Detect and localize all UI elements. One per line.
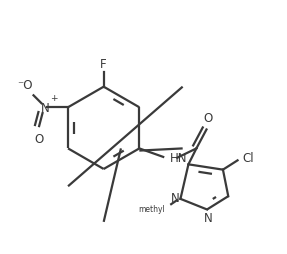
Text: methyl: methyl	[138, 204, 164, 213]
Text: O: O	[204, 111, 213, 124]
Text: +: +	[50, 94, 58, 103]
Text: N: N	[40, 101, 49, 114]
Text: F: F	[100, 58, 107, 71]
Text: ⁻O: ⁻O	[17, 78, 33, 91]
Text: HN: HN	[170, 152, 187, 165]
Text: N: N	[204, 211, 213, 224]
Text: N: N	[170, 191, 179, 204]
Text: O: O	[34, 132, 43, 145]
Text: Cl: Cl	[243, 152, 255, 165]
